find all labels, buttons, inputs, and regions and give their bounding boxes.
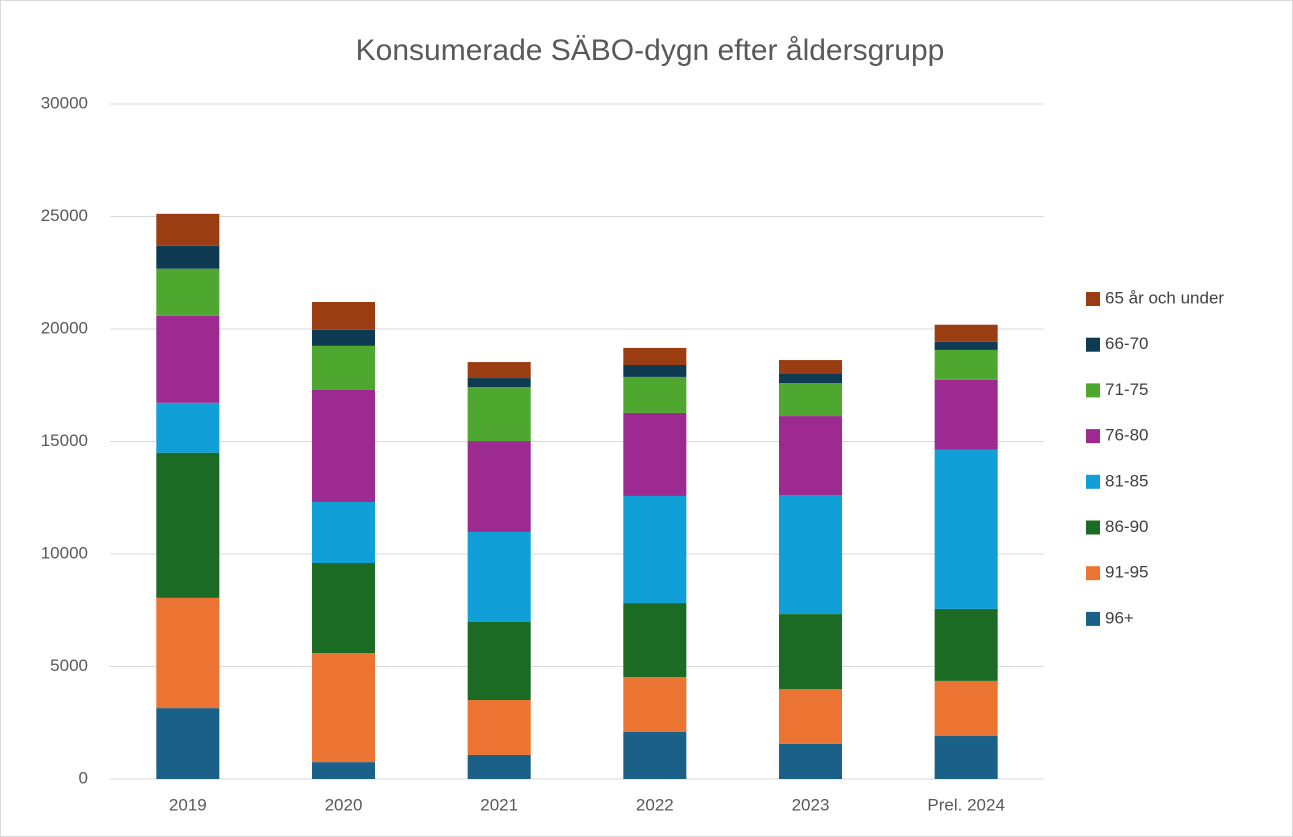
x-tick-label: 2021 (480, 795, 518, 814)
bar-segment (778, 416, 843, 496)
y-tick-label: 0 (79, 768, 88, 787)
bar-segment (467, 441, 531, 532)
y-tick-label: 15000 (41, 431, 88, 450)
bar-segment (778, 360, 843, 374)
bar-segment (156, 213, 220, 246)
legend-label: 65 år och under (1105, 288, 1224, 307)
legend-label: 91-95 (1105, 563, 1148, 582)
bar-segment (311, 302, 376, 330)
bar-segment (156, 315, 220, 403)
bar-segment (311, 345, 376, 390)
bar-segment (623, 603, 687, 678)
legend-label: 76-80 (1105, 426, 1148, 445)
bar-segment (311, 389, 376, 503)
bar-segment (778, 743, 843, 779)
legend-label: 86-90 (1105, 517, 1148, 536)
bar-segment (467, 362, 531, 379)
x-tick-label: 2022 (636, 795, 674, 814)
bar-segment (934, 680, 998, 737)
x-tick-label: 2019 (169, 795, 207, 814)
bar-segment (623, 365, 687, 377)
bar-segment (467, 378, 531, 388)
bar-segment (778, 495, 843, 615)
bar-segment (934, 341, 998, 350)
bar-segment (623, 495, 687, 604)
legend-label: 96+ (1105, 608, 1134, 627)
chart-title: Konsumerade SÄBO-dygn efter åldersgrupp (356, 34, 945, 67)
bar-segment (156, 268, 220, 316)
x-tick-label: Prel. 2024 (927, 795, 1005, 814)
bar-segment (934, 736, 998, 779)
bar-segment (156, 452, 220, 598)
legend-swatch (1086, 292, 1100, 306)
legend-swatch (1086, 566, 1100, 581)
bar-segment (778, 383, 843, 417)
x-tick-label: 2023 (792, 795, 830, 814)
y-tick-label: 25000 (41, 206, 88, 225)
bar-segment (778, 614, 843, 689)
bar-segment (623, 731, 687, 779)
bar-segment (623, 376, 687, 413)
legend-label: 66-70 (1105, 334, 1148, 353)
y-tick-label: 30000 (41, 93, 88, 112)
bar-segment (311, 502, 376, 563)
bar-segment (156, 597, 220, 709)
bar-segment (623, 677, 687, 732)
bar-segment (467, 754, 531, 779)
bar-segment (934, 349, 998, 380)
x-tick-label: 2020 (325, 795, 363, 814)
legend-label: 81-85 (1105, 471, 1148, 490)
bar-segment (778, 689, 843, 744)
bar-segment (311, 563, 376, 653)
bar-segment (934, 449, 998, 609)
bar-segment (467, 700, 531, 755)
y-tick-label: 10000 (41, 543, 88, 562)
bar-segment (311, 329, 376, 346)
y-tick-label: 20000 (41, 318, 88, 337)
bar-segment (467, 387, 531, 442)
legend-swatch (1086, 474, 1100, 489)
bar-segment (778, 374, 843, 383)
legend-swatch (1086, 520, 1100, 535)
bar-segment (467, 621, 531, 701)
bar-segment (467, 531, 531, 622)
bar-segment (623, 347, 687, 365)
legend-swatch (1086, 383, 1100, 398)
bar-segment (311, 653, 376, 763)
bar-segment (934, 608, 998, 681)
y-tick-label: 5000 (50, 656, 88, 675)
bar-segment (156, 402, 220, 453)
legend-label: 71-75 (1105, 380, 1148, 399)
bar-segment (156, 708, 220, 779)
legend-swatch (1086, 337, 1100, 352)
bar-segment (311, 762, 376, 779)
bar-segment (934, 324, 998, 342)
legend-swatch (1086, 429, 1100, 444)
legend-swatch (1086, 611, 1100, 626)
bar-segment (934, 379, 998, 450)
bar-segment (623, 412, 687, 496)
bar-segment (156, 245, 220, 269)
